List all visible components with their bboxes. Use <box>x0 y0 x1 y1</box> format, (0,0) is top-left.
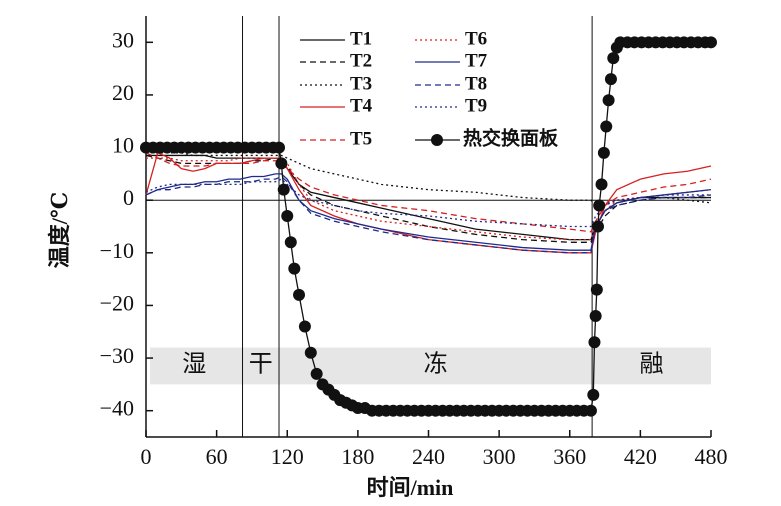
legend-label: T3 <box>350 73 372 94</box>
phase-label: 湿 <box>182 350 206 377</box>
y-tick-label: 30 <box>112 27 134 52</box>
series-marker <box>593 199 606 212</box>
legend-label: T9 <box>465 95 487 116</box>
phase-label: 干 <box>249 351 273 377</box>
series-marker <box>600 120 613 133</box>
series-marker <box>590 283 603 296</box>
series-marker <box>607 52 620 65</box>
x-tick-label: 300 <box>483 444 516 469</box>
series-marker <box>587 388 600 401</box>
series-marker <box>592 220 604 233</box>
y-tick-label: −40 <box>100 396 134 421</box>
phase-band <box>150 347 711 385</box>
series-marker <box>602 94 615 107</box>
series-marker <box>705 36 717 49</box>
x-tick-label: 360 <box>553 444 586 469</box>
x-tick-label: 0 <box>141 444 152 469</box>
series-marker <box>589 309 602 322</box>
legend-label: T7 <box>465 50 488 71</box>
y-tick-label: 20 <box>112 80 134 105</box>
legend-marker <box>431 134 443 146</box>
x-tick-label: 120 <box>271 444 304 469</box>
x-axis-label: 时间/min <box>367 475 454 500</box>
series-marker <box>293 288 306 301</box>
legend-label: T2 <box>350 50 372 71</box>
series-marker <box>310 367 323 380</box>
series-marker <box>273 141 286 154</box>
series-marker <box>275 157 288 170</box>
series-line <box>146 157 712 241</box>
x-tick-label: 60 <box>206 444 228 469</box>
phase-label: 融 <box>640 350 664 377</box>
series-marker <box>298 320 311 333</box>
series-marker <box>288 262 301 275</box>
legend-label: T5 <box>350 128 372 149</box>
series-line <box>145 154 711 243</box>
y-tick-label: 10 <box>112 133 134 158</box>
series-line <box>145 152 712 233</box>
series-marker <box>595 178 608 191</box>
legend-label: T4 <box>350 95 373 116</box>
series-line <box>145 175 712 254</box>
series-marker <box>304 346 317 359</box>
y-tick-label: 0 <box>123 185 134 210</box>
series-marker <box>604 73 617 86</box>
series-marker <box>597 146 610 159</box>
x-tick-label: 180 <box>341 444 374 469</box>
x-tick-label: 480 <box>695 444 728 469</box>
legend-label: T8 <box>465 73 487 94</box>
y-axis-label: 温度/℃ <box>47 192 72 268</box>
series-marker <box>584 404 597 417</box>
series-marker <box>281 209 294 222</box>
x-tick-label: 240 <box>412 444 445 469</box>
legend-label: T1 <box>350 28 372 49</box>
legend-label: 热交换面板 <box>463 126 559 149</box>
series-marker <box>277 183 290 196</box>
x-tick-label: 420 <box>624 444 657 469</box>
phase-label: 冻 <box>424 350 448 377</box>
y-tick-label: −10 <box>100 238 134 263</box>
series-marker <box>284 236 297 249</box>
series-line <box>146 154 711 241</box>
legend-label: T6 <box>465 28 487 49</box>
series-marker <box>588 336 601 349</box>
y-tick-label: −30 <box>100 343 134 368</box>
y-tick-label: −20 <box>100 290 134 315</box>
